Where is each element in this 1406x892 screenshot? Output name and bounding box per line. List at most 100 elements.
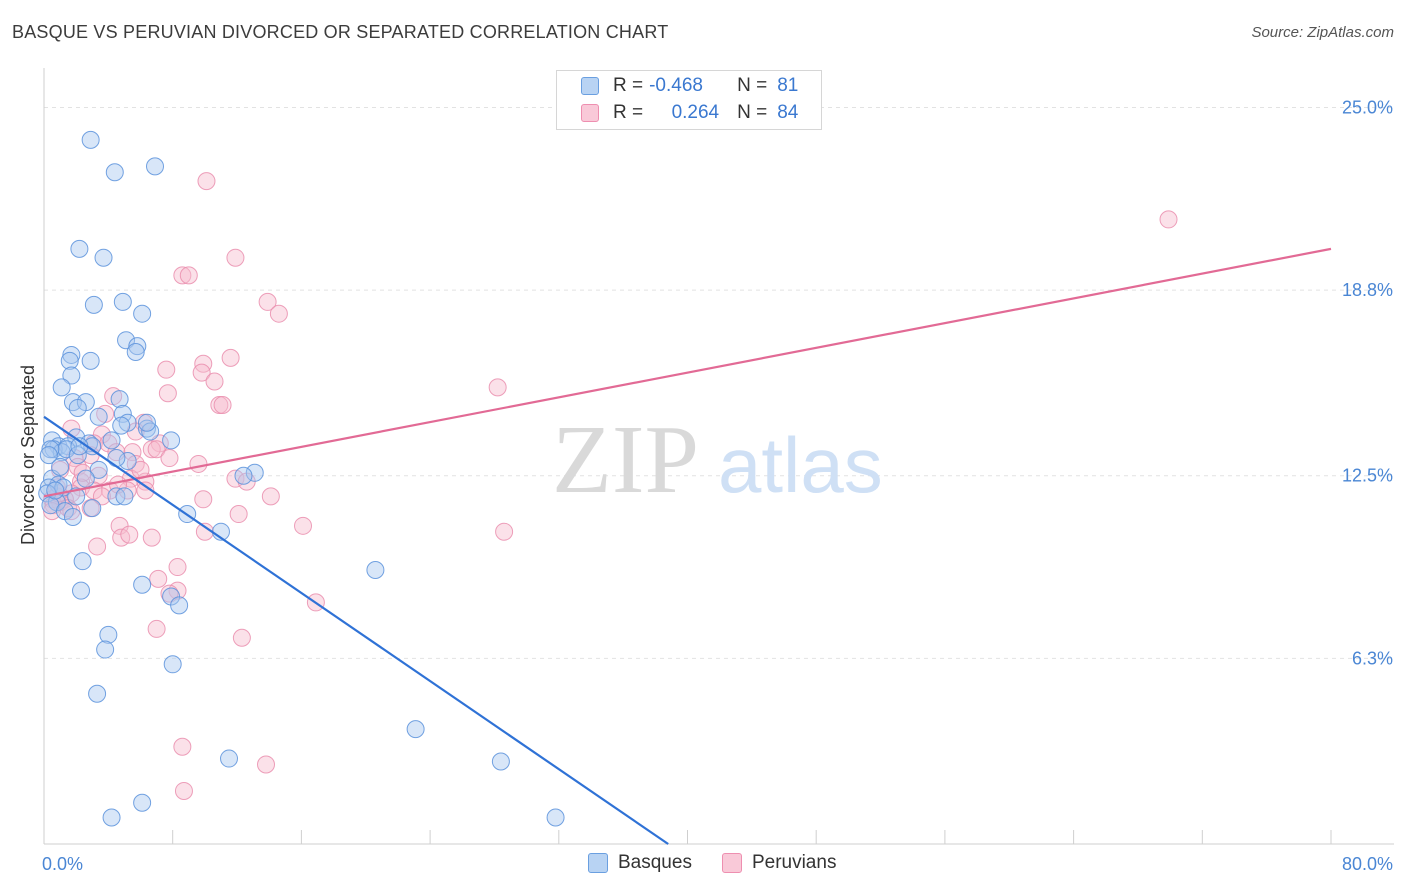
peruvian-point [118,481,137,500]
peruvian-point [192,363,211,382]
peruvian-point [160,584,179,603]
basque-point [107,449,126,468]
basque-point [96,640,115,659]
basque-point [137,419,156,438]
grid-lines [44,106,1394,659]
basque-point [137,413,156,432]
legend-row-peruvian: R = 0.264 N = 84 [581,100,798,126]
axes [43,68,1394,845]
peruvian-point [221,348,240,367]
y-tick-label: 25.0% [1342,97,1393,117]
legend-row-basque: R = -0.468 N = 81 [581,73,798,99]
peruvian-point [142,528,161,547]
peruvian-point [142,440,161,459]
basque-point [110,390,129,409]
peruvian-point [120,525,139,544]
basque-point [102,431,121,450]
basque-point [117,331,136,350]
basque-point [234,466,253,485]
peruvian-point [123,443,142,462]
peruvian-point [261,487,280,506]
series-legend: Basques Peruvians [588,852,866,874]
basque-point [118,452,137,470]
basque-point [146,157,165,176]
basque-point [88,684,107,703]
peruvian-swatch [581,104,599,122]
basque-point [113,292,132,311]
basque-point [89,460,108,479]
watermark-zip: ZIP [552,406,699,514]
peruvian-point [1159,210,1178,229]
peruvian-trend-line [43,247,1332,498]
basque-point [84,295,103,314]
legend-item-basques[interactable]: Basques [588,852,692,874]
basque-point [99,625,118,644]
basque-point [63,507,82,526]
axis-labels: 6.3% 12.5% 18.8% 25.0% 0.0% 80.0% Divorced or … [18,97,1393,874]
peruvian-n-label: N = [737,102,768,123]
peruvian-point [213,396,232,415]
basque-point [133,575,152,594]
basque-point [113,404,132,423]
basque-point [72,581,91,600]
basque-point [68,398,87,417]
peruvian-n-value: 84 [777,102,799,123]
basques-swatch [588,853,608,873]
basque-point [163,655,182,674]
basque-point [102,808,121,827]
basque-point [133,793,152,812]
basque-point [406,720,425,739]
watermark-atlas: atlas [718,421,883,509]
peruvian-point [229,505,248,524]
basque-point [126,342,145,361]
basque-point [63,393,82,412]
peruvian-point [149,569,168,588]
peruvian-point [136,481,155,500]
basque-point [60,351,79,370]
basque-point [70,239,89,258]
peruvian-point [157,360,176,379]
basque-point [112,416,131,435]
basque-point [105,163,124,182]
basque-point [115,487,134,506]
correlation-legend: R = -0.468 N = 81 R = 0.264 N = 84 [556,70,822,130]
basque-point [245,463,264,482]
basque-r-value: -0.468 [649,75,703,96]
peruvian-point [194,490,213,509]
peruvian-point [488,378,507,397]
peruvian-point [495,522,514,541]
x-tick-label-min: 0.0% [42,854,83,874]
peruvian-point [205,372,224,391]
basque-points [38,130,565,827]
basque-point [83,437,102,456]
peruvian-point [160,449,179,468]
basque-point [94,248,113,267]
peruvian-point [174,781,193,800]
basque-point [89,407,108,426]
peruvian-point [158,384,177,403]
peruvian-r-value: 0.264 [671,102,720,123]
basques-label: Basques [618,852,692,873]
peruvian-r-label: R = [613,102,644,123]
y-tick-label: 6.3% [1352,648,1393,668]
peruvian-point [258,292,277,311]
legend-item-peruvians[interactable]: Peruvians [721,852,836,874]
basque-point [41,440,60,459]
peruvian-point [147,619,166,638]
watermark: ZIP atlas [552,406,883,514]
peruvian-point [168,558,187,577]
basque-point [62,366,81,385]
peruvian-point [226,248,245,267]
peruvian-point [257,755,276,774]
peruvian-point [179,266,198,285]
chart-title: BASQUE VS PERUVIAN DIVORCED OR SEPARATED… [12,22,669,42]
basque-point [366,561,385,580]
basque-trend-line [43,415,669,845]
basque-point [73,552,92,571]
peruvian-point [173,737,192,756]
peruvian-point [92,487,111,506]
peruvian-point [197,172,216,191]
basque-point [220,749,239,768]
basque-point [170,596,189,615]
